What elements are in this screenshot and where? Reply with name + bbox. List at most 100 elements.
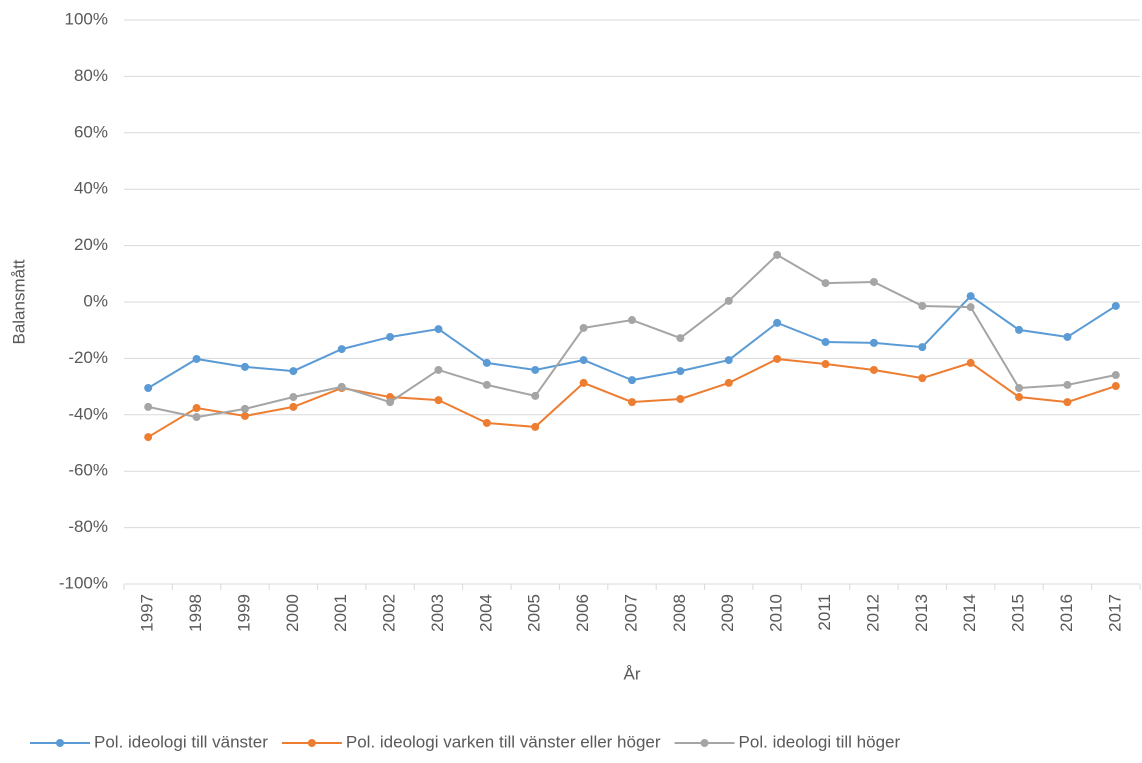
data-point xyxy=(724,378,733,387)
data-point xyxy=(966,292,975,301)
x-tick-label: 2016 xyxy=(1057,594,1076,632)
data-point xyxy=(434,325,443,334)
data-point xyxy=(1063,398,1072,407)
data-point xyxy=(966,358,975,367)
y-tick-label: 60% xyxy=(74,122,108,141)
data-point xyxy=(821,279,830,288)
y-tick-label: 100% xyxy=(65,9,108,28)
x-tick-label: 2015 xyxy=(1009,594,1028,632)
x-tick-label: 2010 xyxy=(767,594,786,632)
data-point xyxy=(724,296,733,305)
data-point xyxy=(531,365,540,374)
y-tick-label: 80% xyxy=(74,66,108,85)
data-point xyxy=(337,382,346,391)
data-point xyxy=(1063,380,1072,389)
y-tick-label: 20% xyxy=(74,235,108,254)
x-tick-label: 2012 xyxy=(863,594,882,632)
x-tick-label: 2009 xyxy=(718,594,737,632)
data-point xyxy=(192,413,201,422)
y-tick-label: 0% xyxy=(83,291,108,310)
data-point xyxy=(434,365,443,374)
legend-marker xyxy=(700,739,709,747)
data-point xyxy=(144,384,153,393)
data-point xyxy=(773,250,782,259)
legend-label: Pol. ideologi till höger xyxy=(739,732,901,751)
data-point xyxy=(579,378,588,387)
x-tick-label: 1997 xyxy=(138,594,157,632)
data-point xyxy=(482,380,491,389)
data-point xyxy=(337,345,346,354)
y-axis-label: Balansmått xyxy=(9,259,28,344)
x-tick-label: 2017 xyxy=(1105,594,1124,632)
data-point xyxy=(240,362,249,371)
data-point xyxy=(773,354,782,363)
data-point xyxy=(869,277,878,286)
data-point xyxy=(724,356,733,365)
data-point xyxy=(773,318,782,327)
x-tick-label: 2004 xyxy=(476,594,495,632)
data-point xyxy=(1111,301,1120,310)
x-tick-label: 1999 xyxy=(234,594,253,632)
data-point xyxy=(1015,393,1024,402)
data-point xyxy=(821,360,830,369)
data-point xyxy=(144,402,153,411)
data-point xyxy=(676,367,685,376)
series-line xyxy=(147,253,1117,419)
data-point xyxy=(628,398,636,407)
x-tick-label: 2006 xyxy=(573,594,592,632)
x-tick-label: 2011 xyxy=(815,594,834,631)
data-point xyxy=(1015,384,1024,393)
legend-marker xyxy=(56,739,64,747)
x-tick-label: 2008 xyxy=(670,594,689,632)
data-point xyxy=(1111,371,1120,380)
data-point xyxy=(531,391,540,400)
data-point xyxy=(240,404,249,413)
data-point xyxy=(821,338,830,347)
data-point xyxy=(918,343,927,352)
x-tick-label: 2001 xyxy=(331,594,350,632)
data-point xyxy=(676,334,685,343)
data-point xyxy=(386,398,395,407)
legend-label: Pol. ideologi varken till vänster eller … xyxy=(346,732,661,751)
data-point xyxy=(1111,382,1120,391)
data-point xyxy=(192,404,201,413)
y-tick-label: 40% xyxy=(74,179,108,198)
data-point xyxy=(289,367,298,376)
data-point xyxy=(482,418,491,427)
legend-label: Pol. ideologi till vänster xyxy=(94,732,268,751)
y-tick-label: -100% xyxy=(59,573,108,592)
data-point xyxy=(966,303,975,312)
data-point xyxy=(289,393,298,402)
x-tick-label: 2003 xyxy=(428,594,447,632)
x-tick-label: 2002 xyxy=(380,594,399,632)
data-point xyxy=(918,374,927,383)
x-tick-label: 2000 xyxy=(283,594,302,632)
data-point xyxy=(434,396,443,405)
y-tick-label: -60% xyxy=(68,461,108,480)
data-point xyxy=(676,395,685,404)
data-point xyxy=(918,301,927,310)
y-tick-label: -80% xyxy=(68,517,108,536)
x-axis-label: År xyxy=(624,664,641,683)
data-point xyxy=(240,411,249,420)
data-point xyxy=(579,323,588,332)
data-point xyxy=(1063,332,1072,341)
legend-marker xyxy=(307,739,316,747)
x-tick-label: 1998 xyxy=(186,594,205,632)
data-point xyxy=(482,358,491,367)
data-point xyxy=(386,332,395,341)
data-point xyxy=(869,338,878,347)
data-point xyxy=(628,376,636,385)
data-point xyxy=(531,422,540,431)
x-tick-label: 2007 xyxy=(621,594,640,632)
data-point xyxy=(1015,325,1024,334)
x-tick-label: 2014 xyxy=(960,594,979,632)
data-point xyxy=(628,316,636,325)
data-point xyxy=(144,433,153,442)
data-point xyxy=(192,354,201,363)
y-tick-label: -40% xyxy=(68,404,108,423)
data-point xyxy=(579,356,588,365)
x-tick-label: 2013 xyxy=(912,594,931,632)
data-point xyxy=(869,365,878,374)
